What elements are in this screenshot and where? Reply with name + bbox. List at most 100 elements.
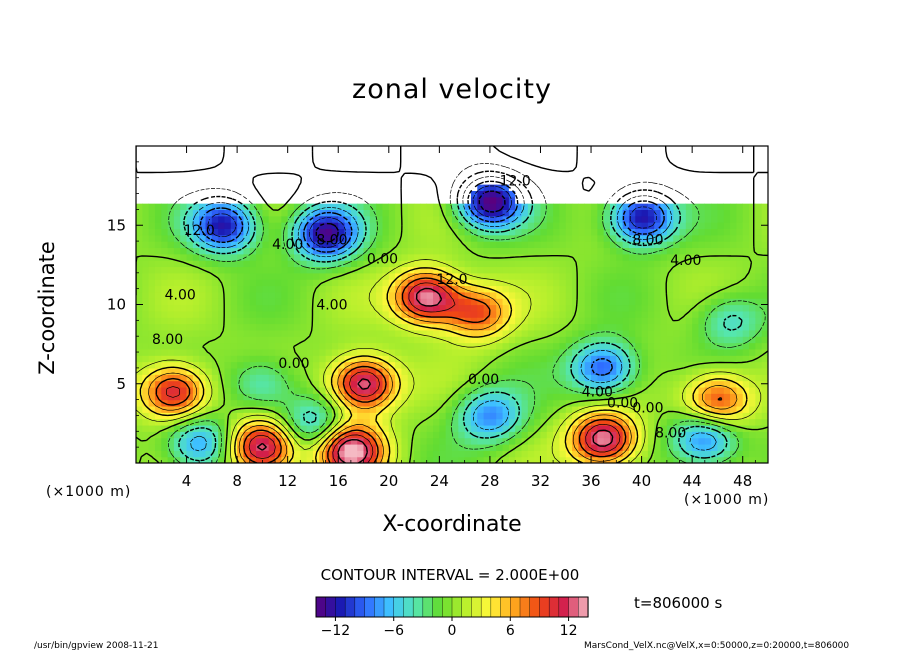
field-cell [363, 348, 371, 356]
field-cell [275, 348, 282, 356]
field-cell [660, 304, 668, 312]
field-cell [610, 348, 617, 356]
field-cell [692, 266, 700, 274]
field-cell [312, 336, 320, 344]
field-cell [256, 386, 263, 394]
field-cell [470, 348, 478, 356]
field-cell [464, 437, 472, 445]
field-cell [502, 285, 510, 293]
field-cell [344, 386, 352, 394]
field-cell [553, 215, 561, 223]
field-cell [641, 260, 649, 268]
field-cell [610, 228, 617, 236]
field-cell [445, 418, 453, 426]
field-cell [319, 418, 327, 426]
field-cell [597, 146, 605, 153]
field-cell [458, 380, 466, 388]
field-cell [407, 399, 415, 407]
field-cell [717, 190, 725, 198]
field-cell [338, 203, 346, 210]
field-cell [559, 304, 567, 312]
field-cell [508, 241, 516, 249]
field-cell [249, 361, 257, 369]
field-cell [660, 146, 668, 153]
field-cell [553, 260, 561, 268]
field-cell [584, 355, 592, 363]
field-cell [445, 266, 453, 274]
field-cell [679, 418, 687, 426]
field-cell [647, 374, 655, 382]
field-cell [534, 190, 542, 198]
field-cell [534, 355, 542, 363]
field-cell [256, 222, 263, 230]
field-cell [350, 450, 358, 458]
field-cell [502, 374, 510, 382]
field-cell [540, 272, 548, 280]
field-cell [445, 336, 453, 344]
field-cell [470, 253, 478, 261]
field-cell [647, 431, 655, 439]
field-cell [363, 412, 371, 420]
field-cell [445, 190, 453, 198]
field-cell [439, 304, 447, 312]
field-cell [654, 367, 662, 375]
field-cell [610, 298, 617, 306]
field-cell [673, 247, 681, 255]
field-cell [572, 146, 579, 153]
field-cell [395, 424, 403, 432]
field-cell [584, 228, 592, 236]
field-cell [142, 165, 150, 172]
field-cell [148, 228, 156, 236]
field-cell [540, 342, 548, 350]
field-cell [717, 196, 725, 204]
field-cell [300, 241, 308, 249]
field-cell [256, 443, 263, 451]
field-cell [647, 228, 655, 236]
field-cell [742, 317, 750, 325]
field-cell [521, 431, 529, 439]
field-cell [578, 348, 586, 356]
field-cell [692, 215, 700, 223]
field-cell [300, 443, 308, 451]
field-cell [243, 247, 251, 255]
field-cell [698, 374, 706, 382]
field-cell [262, 317, 270, 325]
field-cell [578, 418, 586, 426]
field-cell [325, 215, 333, 223]
field-cell [243, 386, 251, 394]
field-cell [521, 304, 529, 312]
field-cell [237, 412, 245, 420]
field-cell [458, 234, 466, 242]
field-cell [439, 234, 447, 242]
field-cell [610, 215, 617, 223]
field-cell [173, 266, 181, 274]
field-cell [338, 158, 346, 166]
field-cell [666, 215, 674, 223]
field-cell [635, 298, 643, 306]
field-cell [306, 437, 314, 445]
field-cell [452, 405, 459, 413]
field-cell [249, 456, 257, 463]
field-cell [553, 247, 561, 255]
field-cell [527, 323, 535, 331]
field-cell [559, 317, 567, 325]
field-cell [192, 310, 200, 318]
field-cell [704, 329, 712, 337]
field-cell [565, 437, 573, 445]
field-cell [527, 215, 535, 223]
field-cell [407, 405, 415, 413]
field-cell [635, 253, 643, 261]
field-cell [515, 367, 523, 375]
field-cell [230, 361, 238, 369]
field-cell [711, 386, 719, 394]
field-cell [331, 393, 339, 401]
field-cell [464, 405, 472, 413]
field-cell [452, 272, 459, 280]
field-cell [673, 158, 681, 166]
field-cell [622, 152, 630, 160]
field-cell [508, 266, 516, 274]
field-cell [736, 209, 744, 217]
field-cell [249, 222, 257, 230]
field-cell [755, 329, 763, 337]
field-cell [755, 399, 763, 407]
